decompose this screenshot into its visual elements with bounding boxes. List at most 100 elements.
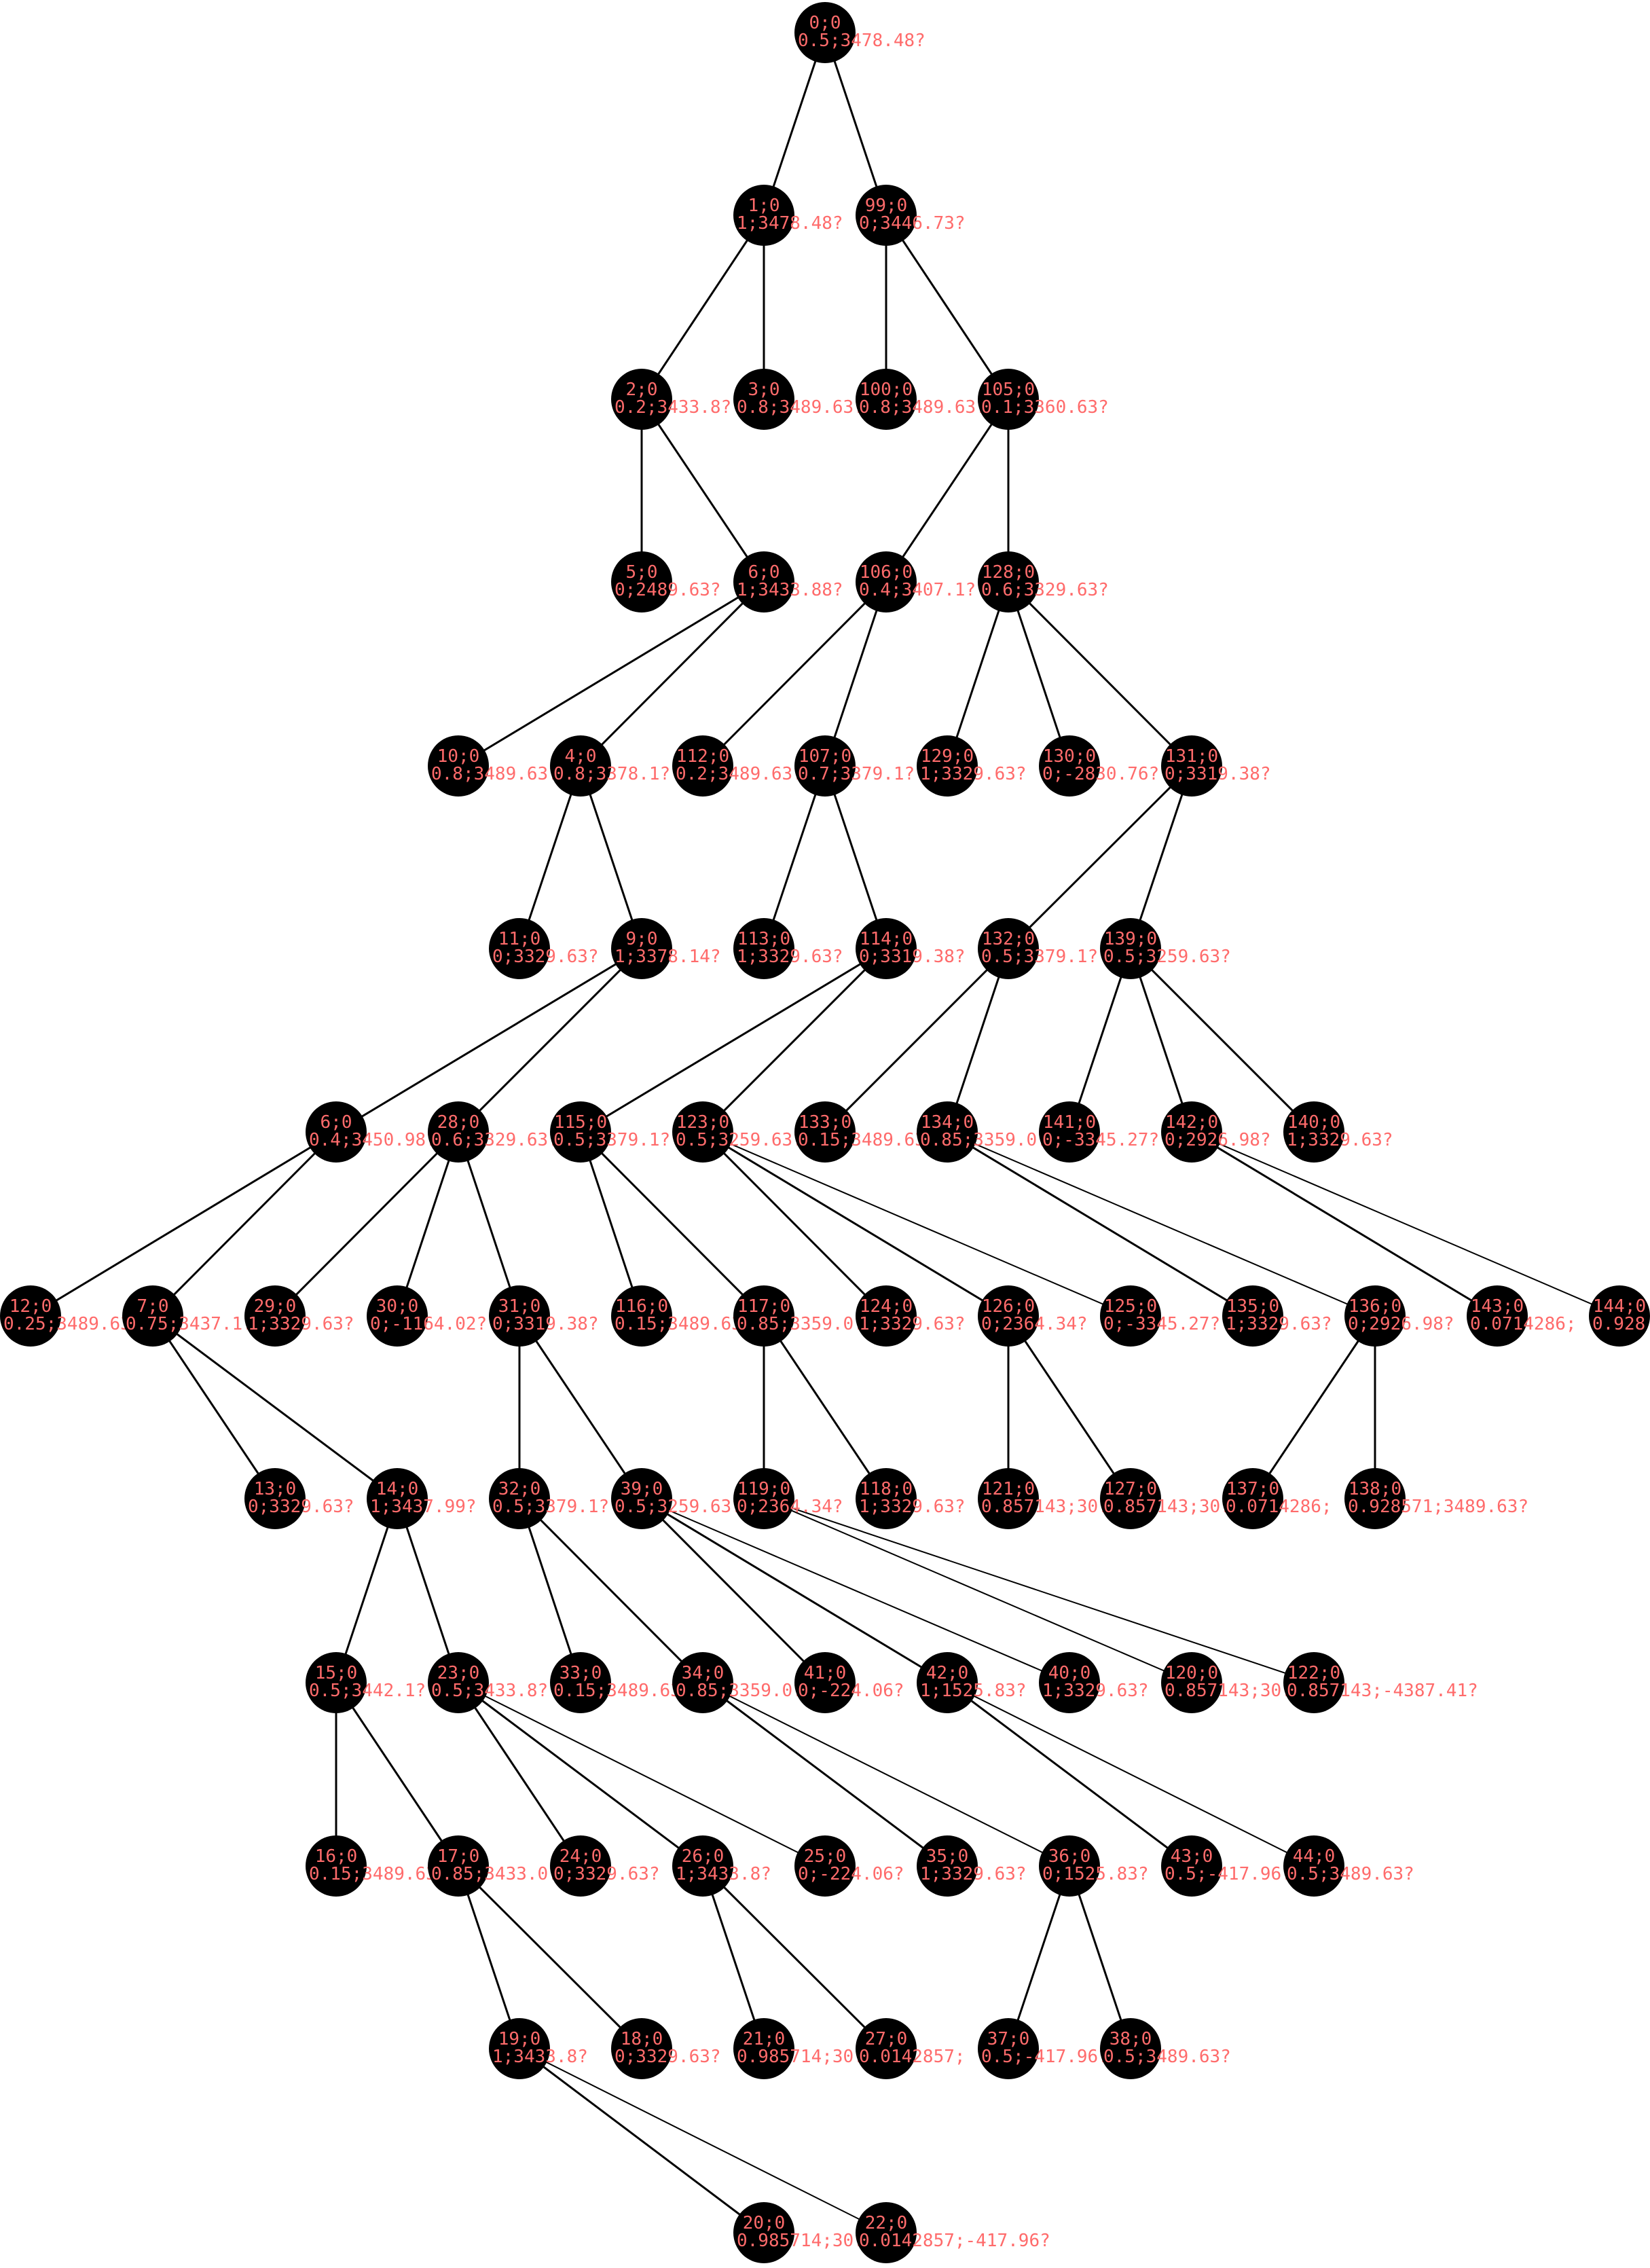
edge bbox=[947, 1681, 1192, 1867]
edge bbox=[458, 1681, 703, 1867]
tree-node: 107;00.7;3379.1? bbox=[794, 735, 915, 797]
tree-node: 139;00.5;3259.63? bbox=[1100, 918, 1231, 979]
node-value-label: 0.6;3329.63? bbox=[981, 580, 1109, 600]
node-id-label: 16;0 bbox=[315, 1846, 358, 1867]
node-id-label: 14;0 bbox=[376, 1479, 419, 1499]
edge bbox=[824, 581, 887, 767]
node-id-label: 33;0 bbox=[560, 1663, 602, 1683]
node-circle bbox=[917, 735, 978, 797]
tree-node: 43;00.5;-417.96? bbox=[1161, 1835, 1292, 1897]
node-value-label: 0.7;3379.1? bbox=[798, 764, 915, 784]
node-circle bbox=[856, 185, 917, 246]
node-id-label: 99;0 bbox=[865, 196, 908, 216]
edge bbox=[580, 947, 887, 1133]
node-id-label: 7;0 bbox=[137, 1296, 169, 1317]
node-value-label: 1;3329.63? bbox=[859, 1314, 966, 1334]
tree-node: 19;01;3433.8? bbox=[489, 2018, 588, 2079]
edge bbox=[641, 1498, 1070, 1683]
node-id-label: 134;0 bbox=[921, 1112, 974, 1133]
tree-node: 117;00.85;3359.0? bbox=[733, 1285, 864, 1347]
tree-node: 22;00.0142857;-417.96? bbox=[856, 2202, 1050, 2263]
edge bbox=[518, 1315, 643, 1499]
tree-node: 29;01;3329.63? bbox=[244, 1285, 354, 1347]
tree-node: 134;00.85;3359.0? bbox=[917, 1101, 1048, 1163]
node-circle bbox=[1344, 1285, 1406, 1347]
edge bbox=[457, 1865, 643, 2050]
node-circle bbox=[1039, 1835, 1100, 1897]
tree-node: 11;00;3329.63? bbox=[489, 918, 599, 979]
node-id-label: 23;0 bbox=[437, 1663, 480, 1683]
node-circle bbox=[1283, 1101, 1344, 1163]
node-circle bbox=[672, 735, 733, 797]
tree-node: 4;00.8;3378.1? bbox=[550, 735, 670, 797]
node-value-label: 1;3329.63? bbox=[1042, 1681, 1149, 1701]
node-id-label: 13;0 bbox=[254, 1479, 297, 1499]
node-id-label: 25;0 bbox=[804, 1846, 847, 1867]
edge bbox=[701, 581, 887, 767]
node-value-label: 1;3478.48? bbox=[737, 213, 843, 234]
tree-node: 133;00.15;3489.63? bbox=[794, 1101, 936, 1163]
node-id-label: 128;0 bbox=[982, 562, 1035, 583]
tree-node: 132;00.5;3379.1? bbox=[978, 918, 1098, 979]
node-id-label: 43;0 bbox=[1171, 1846, 1213, 1867]
node-id-label: 41;0 bbox=[804, 1663, 847, 1683]
tree-node: 39;00.5;3259.63? bbox=[611, 1468, 742, 1529]
node-value-label: 0.5;3379.1? bbox=[553, 1130, 670, 1150]
node-id-label: 132;0 bbox=[982, 929, 1035, 949]
tree-node: 13;00;3329.63? bbox=[244, 1468, 354, 1529]
node-value-label: 0.857143;-4387.41? bbox=[1287, 1681, 1478, 1701]
edge bbox=[1007, 1315, 1132, 1499]
node-value-label: 0.8;3489.63? bbox=[431, 764, 559, 784]
node-id-label: 31;0 bbox=[498, 1296, 541, 1317]
edge bbox=[702, 1681, 948, 1867]
edge bbox=[763, 32, 826, 216]
node-id-label: 141;0 bbox=[1043, 1112, 1096, 1133]
node-circle bbox=[856, 369, 917, 430]
node-circle bbox=[611, 2018, 672, 2079]
node-circle bbox=[917, 1652, 978, 1713]
node-circle bbox=[1283, 1652, 1344, 1713]
node-id-label: 142;0 bbox=[1165, 1112, 1218, 1133]
tree-node: 23;00.5;3433.8? bbox=[428, 1652, 548, 1713]
tree-node: 17;00.85;3433.0? bbox=[428, 1835, 559, 1897]
node-id-label: 20;0 bbox=[743, 2213, 786, 2233]
node-circle bbox=[550, 1652, 611, 1713]
tree-node: 12;00.25;3489.63? bbox=[0, 1285, 142, 1347]
edge bbox=[335, 1682, 460, 1867]
node-value-label: 0;-224.06? bbox=[798, 1864, 904, 1884]
edge bbox=[640, 215, 765, 400]
node-circle bbox=[1161, 1835, 1222, 1897]
node-circle bbox=[122, 1285, 183, 1347]
node-circle bbox=[733, 2202, 794, 2263]
tree-node: 37;00.5;-417.96? bbox=[978, 2018, 1109, 2079]
node-id-label: 1;0 bbox=[748, 196, 780, 216]
node-circle bbox=[1161, 1652, 1222, 1713]
tree-node: 2;00.2;3433.8? bbox=[611, 369, 731, 430]
node-circle bbox=[794, 1652, 856, 1713]
edge bbox=[702, 1131, 1009, 1317]
tree-node: 33;00.15;3489.63? bbox=[550, 1652, 692, 1713]
node-id-label: 26;0 bbox=[682, 1846, 725, 1867]
tree-node: 18;00;3329.63? bbox=[611, 2018, 721, 2079]
node-id-label: 37;0 bbox=[987, 2029, 1030, 2049]
node-id-label: 39;0 bbox=[621, 1479, 663, 1499]
edge bbox=[1129, 947, 1315, 1133]
node-circle bbox=[489, 1468, 550, 1529]
node-id-label: 136;0 bbox=[1349, 1296, 1401, 1317]
node-value-label: 0;-2830.76? bbox=[1042, 764, 1159, 784]
node-circle bbox=[244, 1285, 306, 1347]
tree-node: 40;01;3329.63? bbox=[1039, 1652, 1149, 1713]
tree-node: 120;00.857143;30.1429? bbox=[1161, 1652, 1345, 1713]
tree-node: 124;01;3329.63? bbox=[856, 1285, 966, 1347]
node-id-label: 118;0 bbox=[860, 1479, 913, 1499]
node-value-label: 0;3446.73? bbox=[859, 213, 966, 234]
node-id-label: 139;0 bbox=[1104, 929, 1157, 949]
node-id-label: 5;0 bbox=[626, 562, 658, 583]
tree-node: 105;00.1;3360.63? bbox=[978, 369, 1109, 430]
tree-node: 41;00;-224.06? bbox=[794, 1652, 904, 1713]
tree-node: 142;00;2926.98? bbox=[1161, 1101, 1271, 1163]
tree-node: 140;01;3329.63? bbox=[1283, 1101, 1393, 1163]
tree-node: 123;00.5;3259.63? bbox=[672, 1101, 803, 1163]
